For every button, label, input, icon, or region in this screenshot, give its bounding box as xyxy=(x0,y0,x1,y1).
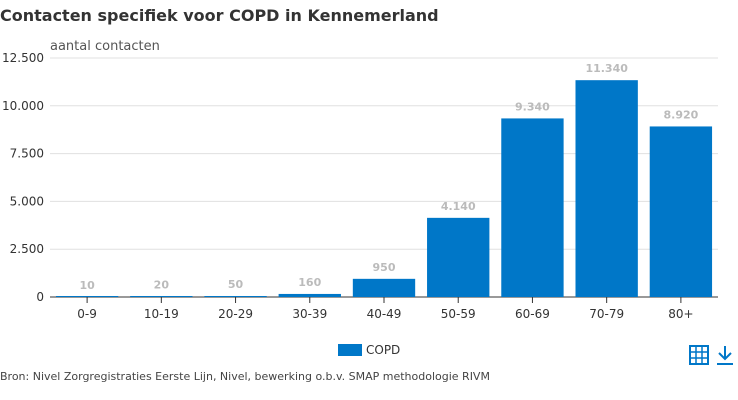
x-tick-label: 30-39 xyxy=(292,307,327,321)
y-tick-label: 5.000 xyxy=(10,194,44,208)
x-tick-label: 20-29 xyxy=(218,307,253,321)
bar xyxy=(427,217,490,297)
data-label: 160 xyxy=(298,276,321,289)
bar xyxy=(278,293,341,297)
y-axis-title: aantal contacten xyxy=(50,39,160,54)
table-icon[interactable] xyxy=(688,344,710,366)
x-tick-label: 40-49 xyxy=(367,307,402,321)
bar-chart: 0 2.500 5.000 7.500 10.000 12.500 aantal conta… xyxy=(2,39,718,321)
x-tick-label: 10-19 xyxy=(144,307,179,321)
x-tick-label: 70-79 xyxy=(589,307,624,321)
bar xyxy=(649,126,713,297)
bar xyxy=(130,296,193,297)
x-tick-label: 60-69 xyxy=(515,307,550,321)
bar xyxy=(352,278,416,297)
chart-title: Contacten specifiek voor COPD in Kenneme… xyxy=(0,6,439,25)
data-label: 20 xyxy=(154,279,170,292)
x-tick-label: 80+ xyxy=(668,307,693,321)
data-label: 9.340 xyxy=(515,100,550,113)
data-label: 50 xyxy=(228,278,244,291)
y-tick-label: 10.000 xyxy=(2,99,44,113)
bar xyxy=(501,118,564,298)
y-tick-label: 12.500 xyxy=(2,51,44,65)
data-label: 950 xyxy=(373,261,396,274)
data-label: 11.340 xyxy=(585,62,628,75)
data-label: 10 xyxy=(79,279,95,292)
legend-swatch xyxy=(338,344,362,356)
x-tick-label: 50-59 xyxy=(441,307,476,321)
y-tick-label: 2.500 xyxy=(10,242,44,256)
data-label: 8.920 xyxy=(663,108,698,121)
bar xyxy=(575,80,638,297)
x-tick-label: 0-9 xyxy=(77,307,97,321)
bar xyxy=(55,296,119,297)
data-label: 4.140 xyxy=(441,200,476,213)
source-note: Bron: Nivel Zorgregistraties Eerste Lijn… xyxy=(0,370,490,383)
y-tick-label: 7.500 xyxy=(10,147,44,161)
legend-label: COPD xyxy=(366,343,401,357)
y-tick-label: 0 xyxy=(36,290,44,304)
download-icon[interactable] xyxy=(714,344,736,366)
bar xyxy=(204,296,267,297)
legend[interactable]: COPD xyxy=(338,343,400,357)
